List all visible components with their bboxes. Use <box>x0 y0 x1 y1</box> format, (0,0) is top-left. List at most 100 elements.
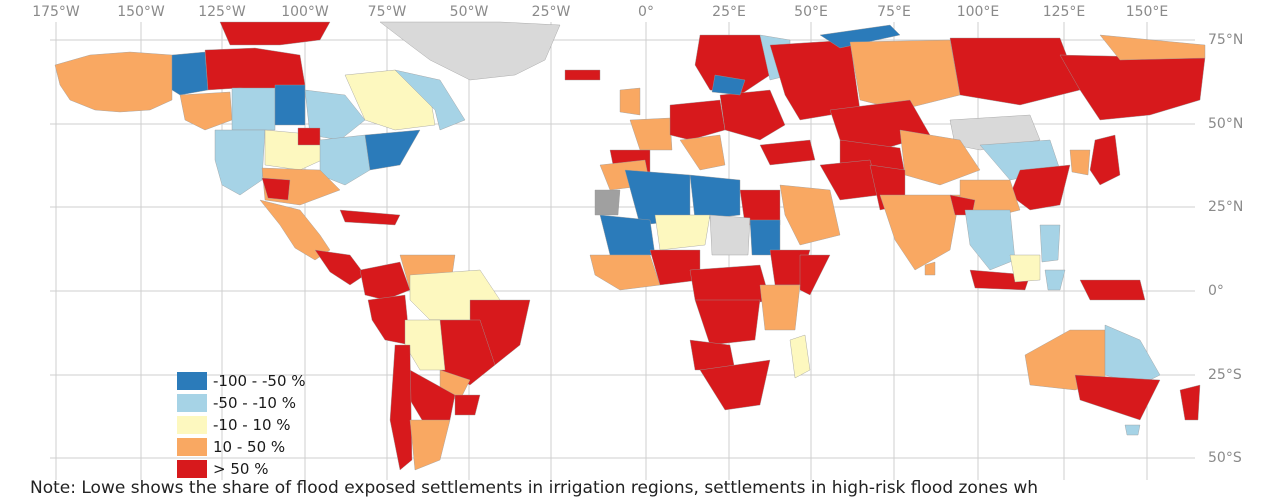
region-congo <box>694 299 761 346</box>
region-australia-southeast <box>1074 374 1161 421</box>
region-iceland <box>564 69 601 81</box>
region-us-dakota <box>297 127 321 146</box>
region-new-zealand <box>1179 384 1201 421</box>
region-novaya-zemlya <box>819 24 901 49</box>
legend-swatch <box>177 460 207 478</box>
region-nunavut <box>219 21 331 46</box>
legend-label: 10 - 50 % <box>213 438 286 456</box>
lon-label-150e: 150°E <box>1125 4 1169 20</box>
region-bolivia <box>404 319 446 371</box>
region-korea <box>1069 149 1091 176</box>
legend-item: 10 - 50 % <box>177 436 306 458</box>
region-russia-east <box>949 37 1081 106</box>
region-labrador <box>394 69 466 131</box>
region-caribbean <box>339 209 401 226</box>
legend-swatch <box>177 394 207 412</box>
region-ontario <box>304 89 366 141</box>
lon-label-75e: 75°E <box>877 4 911 20</box>
region-russia-far-east <box>1059 54 1206 121</box>
region-central-europe <box>669 99 726 141</box>
region-australia-northeast <box>1104 324 1161 386</box>
legend-swatch <box>177 416 207 434</box>
legend-label: -10 - 10 % <box>213 416 291 434</box>
lon-label-100e: 100°E <box>956 4 1000 20</box>
region-libya <box>689 174 741 221</box>
region-russia-central <box>849 39 961 111</box>
lon-label-25w: 25°W <box>531 4 571 20</box>
lat-label-0: 0° <box>1208 283 1224 299</box>
region-southern-africa <box>699 359 771 411</box>
legend-swatch <box>177 372 207 390</box>
region-bc <box>179 91 233 131</box>
region-uk <box>619 87 641 116</box>
region-yukon <box>171 51 209 96</box>
region-somalia <box>799 254 831 296</box>
lat-label-75n: 75°N <box>1208 32 1244 48</box>
region-alberta-sask <box>231 87 276 131</box>
lon-label-150w: 150°W <box>117 4 165 20</box>
region-italy-balkans <box>679 134 726 171</box>
map-regions <box>54 21 1206 471</box>
region-baltics <box>711 74 746 96</box>
lon-label-50e: 50°E <box>794 4 828 20</box>
legend-item: -10 - 10 % <box>177 414 306 436</box>
legend-swatch <box>177 438 207 456</box>
region-texas <box>261 177 291 201</box>
lat-label-50s: 50°S <box>1208 450 1242 466</box>
region-chad <box>709 214 751 256</box>
region-japan <box>1089 134 1121 186</box>
legend-label: -100 - -50 % <box>213 372 306 390</box>
region-new-guinea <box>1079 279 1146 301</box>
choropleth-map <box>50 21 1206 480</box>
lon-label-125e: 125°E <box>1042 4 1086 20</box>
region-peru <box>367 294 411 346</box>
region-angola <box>689 339 736 371</box>
region-india <box>879 194 961 271</box>
region-sri-lanka <box>924 261 936 276</box>
region-sudan <box>749 219 781 256</box>
lon-label-75w: 75°W <box>367 4 407 20</box>
region-colombia <box>359 261 411 301</box>
legend-label: -50 - -10 % <box>213 394 296 412</box>
region-us-northeast <box>364 129 421 171</box>
region-se-asia <box>964 209 1016 271</box>
world-map: 175°W 150°W 125°W 100°W 75°W 50°W 25°W 0… <box>32 4 1244 480</box>
region-madagascar <box>789 334 811 379</box>
region-argentina-south <box>409 419 451 471</box>
region-sulawesi <box>1044 269 1066 291</box>
legend-item: -100 - -50 % <box>177 370 306 392</box>
region-nwt <box>204 47 306 91</box>
region-eastern-europe <box>719 89 786 141</box>
region-west-africa <box>589 254 661 291</box>
map-legend: -100 - -50 % -50 - -10 % -10 - 10 % 10 -… <box>177 370 306 480</box>
region-chukotka <box>1099 34 1206 61</box>
region-us-west <box>214 129 266 196</box>
region-alaska <box>54 51 173 113</box>
region-central-america <box>314 249 366 286</box>
lon-label-175w: 175°W <box>32 4 80 20</box>
lat-label-25n: 25°N <box>1208 199 1244 215</box>
region-mali <box>599 214 656 256</box>
lon-label-50w: 50°W <box>449 4 489 20</box>
region-arabia <box>779 184 841 246</box>
region-greenland <box>379 21 561 81</box>
lon-label-125w: 125°W <box>198 4 246 20</box>
region-manitoba <box>274 84 306 126</box>
region-borneo <box>1009 254 1041 283</box>
region-philippines <box>1039 224 1061 263</box>
region-niger <box>654 214 711 251</box>
region-china-west <box>899 129 981 186</box>
region-east-africa <box>759 284 801 331</box>
lon-label-0: 0° <box>638 4 654 20</box>
region-western-sahara <box>594 189 621 216</box>
region-france <box>629 117 673 151</box>
region-turkey <box>759 139 816 166</box>
region-tasmania <box>1124 424 1141 436</box>
region-chile <box>389 344 413 471</box>
lon-label-25e: 25°E <box>712 4 746 20</box>
lon-label-100w: 100°W <box>281 4 329 20</box>
lat-label-50n: 50°N <box>1208 116 1244 132</box>
region-uruguay <box>454 394 481 416</box>
region-us-midwest <box>319 134 371 186</box>
legend-item: -50 - -10 % <box>177 392 306 414</box>
